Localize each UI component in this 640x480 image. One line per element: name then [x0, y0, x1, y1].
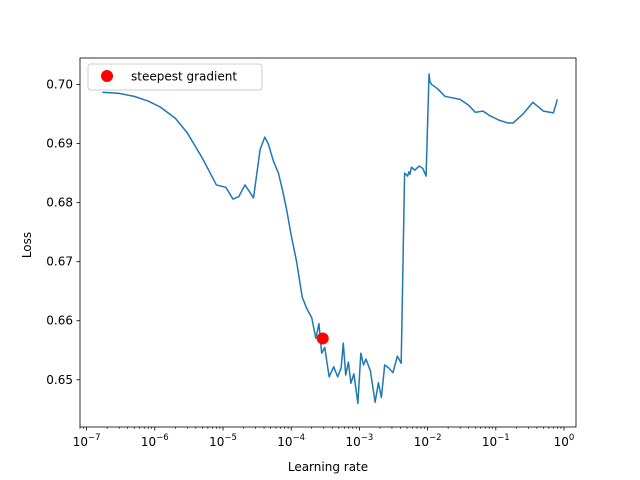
- x-tick-label: 10−4: [277, 433, 305, 449]
- y-axis-label: Loss: [20, 232, 34, 258]
- x-tick-label: 10−7: [73, 433, 101, 449]
- legend: steepest gradient: [87, 63, 263, 91]
- legend-marker: [101, 70, 113, 82]
- loss-curve-line: [102, 73, 559, 405]
- x-tick-label: 10−6: [141, 433, 169, 449]
- y-tick-label: 0.70: [46, 78, 73, 92]
- x-tick-label: 100: [554, 433, 575, 449]
- y-tick-label: 0.65: [46, 373, 73, 387]
- plot-area: [102, 73, 559, 405]
- y-tick-label: 0.68: [46, 196, 73, 210]
- legend-box: [87, 63, 263, 91]
- x-axis-label: Learning rate: [288, 460, 368, 474]
- x-tick-label: 10−2: [414, 433, 442, 449]
- axes-frame: [79, 57, 577, 428]
- legend-label: steepest gradient: [131, 70, 237, 84]
- y-tick-label: 0.69: [46, 137, 73, 151]
- y-tick-label: 0.66: [46, 314, 73, 328]
- y-tick-label: 0.67: [46, 255, 73, 269]
- x-tick-label: 10−5: [209, 433, 237, 449]
- steepest-gradient-point: [316, 332, 329, 345]
- x-tick-label: 10−1: [482, 433, 510, 449]
- axes: 10−7 10−6 10−5 10−4 10−3 10−2 10−1 100 0.65 0.66 0…: [46, 57, 577, 449]
- x-tick-label: 10−3: [345, 433, 373, 449]
